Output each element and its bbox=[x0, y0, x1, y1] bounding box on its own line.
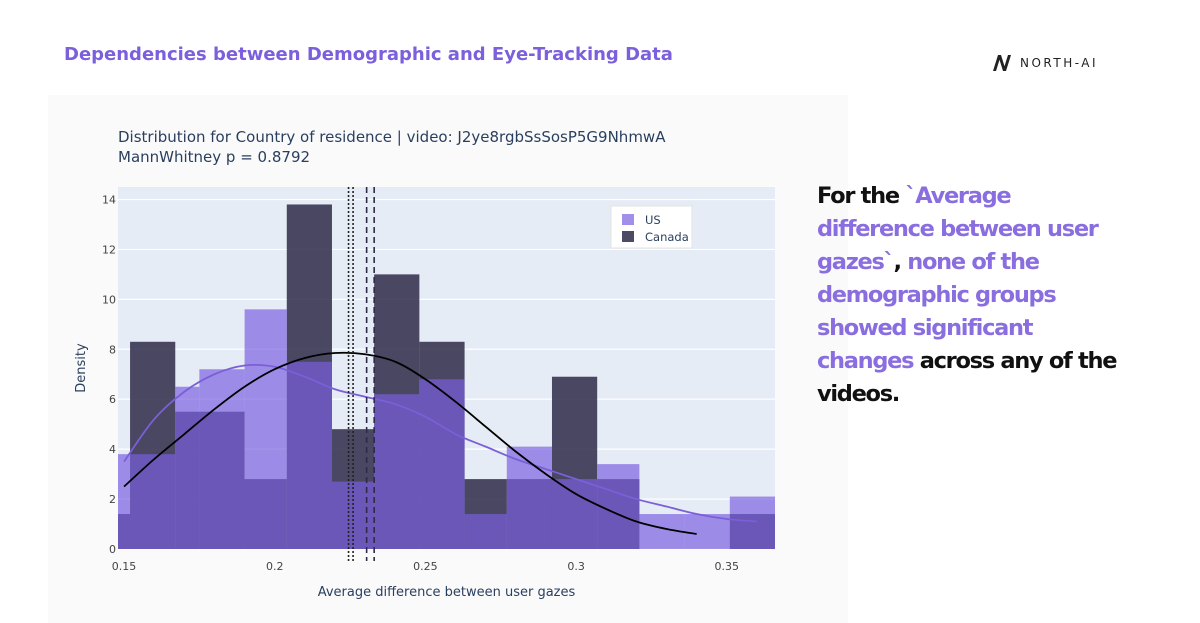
canada-density-curve bbox=[123, 351, 697, 535]
callout-highlight: none of the demographic groups showed si… bbox=[817, 249, 1057, 374]
legend-swatch[interactable] bbox=[622, 214, 634, 225]
histogram-bar bbox=[684, 514, 730, 549]
histogram-bar bbox=[175, 386, 200, 549]
chart-title: Distribution for Country of residence | … bbox=[118, 128, 666, 146]
logo: NORTH-AI bbox=[992, 55, 1098, 71]
logo-text: NORTH-AI bbox=[1020, 56, 1099, 70]
histogram-bar bbox=[118, 454, 131, 549]
north-ai-logo-icon bbox=[993, 55, 1011, 71]
mean-lines bbox=[347, 187, 375, 561]
histogram-bar bbox=[464, 514, 507, 549]
legend[interactable]: US Canada bbox=[610, 205, 693, 249]
legend-label[interactable]: Canada bbox=[645, 230, 689, 244]
y-tick-label: 6 bbox=[109, 393, 116, 406]
us-bars bbox=[118, 309, 775, 549]
histogram-bar bbox=[419, 379, 465, 549]
x-tick-labels: 0.15 0.2 0.25 0.3 0.35 bbox=[112, 560, 739, 573]
y-tick-label: 4 bbox=[109, 443, 116, 456]
callout-segment: across any of the videos. bbox=[817, 348, 1117, 407]
histogram-bar bbox=[729, 496, 775, 549]
slide-title: Dependencies between Demographic and Eye… bbox=[64, 44, 673, 65]
histogram-bar bbox=[199, 369, 245, 549]
x-axis-label: Average difference between user gazes bbox=[318, 585, 576, 600]
y-tick-label: 14 bbox=[102, 193, 116, 206]
x-tick-label: 0.2 bbox=[266, 560, 284, 573]
legend-label[interactable]: US bbox=[645, 213, 661, 227]
x-tick-label: 0.35 bbox=[715, 560, 740, 573]
x-tick-label: 0.3 bbox=[567, 560, 585, 573]
callout-segment: For the bbox=[817, 183, 906, 209]
histogram-bar bbox=[130, 454, 176, 549]
histogram-bar bbox=[374, 394, 420, 549]
us-density-curve bbox=[123, 363, 757, 523]
chart-panel: Distribution for Country of residence | … bbox=[48, 95, 848, 623]
y-axis-label: Density bbox=[74, 343, 89, 393]
histogram-bar bbox=[286, 361, 332, 549]
legend-swatch[interactable] bbox=[622, 231, 634, 242]
histogram-bar bbox=[244, 309, 287, 549]
callout-text: For the `Average difference between user… bbox=[817, 180, 1117, 411]
callout-segment: , bbox=[893, 249, 908, 275]
x-tick-label: 0.25 bbox=[413, 560, 438, 573]
histogram-bar bbox=[551, 479, 598, 549]
histogram-bar bbox=[597, 464, 640, 549]
kde-curves bbox=[123, 351, 757, 535]
callout-highlight: `Average difference between user gazes` bbox=[817, 183, 1099, 275]
y-tick-label: 2 bbox=[109, 493, 116, 506]
density-histogram-chart: Distribution for Country of residence | … bbox=[74, 128, 775, 600]
y-tick-label: 12 bbox=[102, 243, 116, 256]
chart-subtitle: MannWhitney p = 0.8792 bbox=[118, 148, 310, 166]
y-tick-label: 10 bbox=[102, 293, 116, 306]
y-tick-label: 0 bbox=[109, 543, 116, 556]
y-tick-labels: 0 2 4 6 8 10 12 14 bbox=[102, 193, 116, 556]
y-tick-label: 8 bbox=[109, 343, 116, 356]
x-tick-label: 0.15 bbox=[112, 560, 137, 573]
